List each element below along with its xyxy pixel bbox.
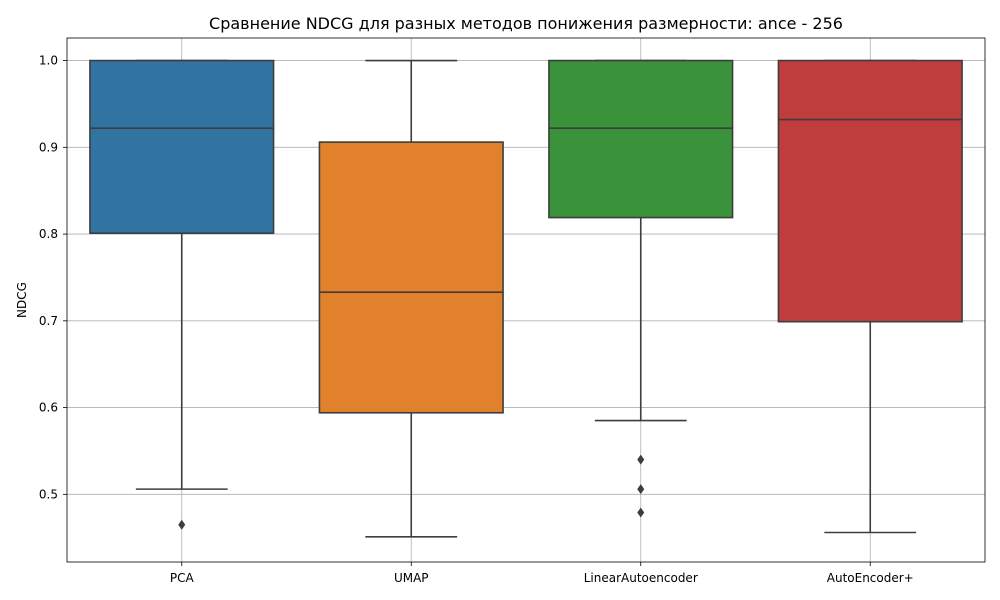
box-rect [548, 59, 734, 219]
box-group-UMAP [318, 59, 504, 538]
box-rect [89, 59, 275, 234]
outlier-point [178, 519, 186, 530]
y-tick-label: 0.6 [39, 401, 58, 415]
y-tick-label: 0.9 [39, 140, 58, 154]
axes-layer: 0.5 0.6 0.7 0.8 0.9 1.0 PCA UMAP LinearAutoencod… [39, 37, 986, 585]
y-tick-label: 0.7 [39, 314, 58, 328]
chart-title: Сравнение NDCG для разных методов пониже… [209, 14, 843, 33]
y-axis-label: NDCG [15, 282, 29, 318]
box-rect [318, 141, 504, 414]
x-tick-label: UMAP [394, 571, 429, 585]
outlier-point [637, 507, 645, 518]
y-tick-label: 0.8 [39, 227, 58, 241]
y-tick-label: 1.0 [39, 54, 58, 68]
box-group-AutoEncoder+ [777, 59, 963, 534]
plot-frame [66, 37, 986, 563]
x-tick-label: PCA [170, 571, 195, 585]
outlier-point [637, 454, 645, 465]
outlier-point [637, 484, 645, 495]
x-tick-label: LinearAutoencoder [584, 571, 698, 585]
y-tick-label: 0.5 [39, 487, 58, 501]
box-group-PCA [89, 59, 275, 530]
box-rect [777, 59, 963, 323]
boxes-layer [89, 59, 963, 538]
box-group-LinearAutoencoder [548, 59, 734, 518]
x-tick-label: AutoEncoder+ [827, 571, 914, 585]
